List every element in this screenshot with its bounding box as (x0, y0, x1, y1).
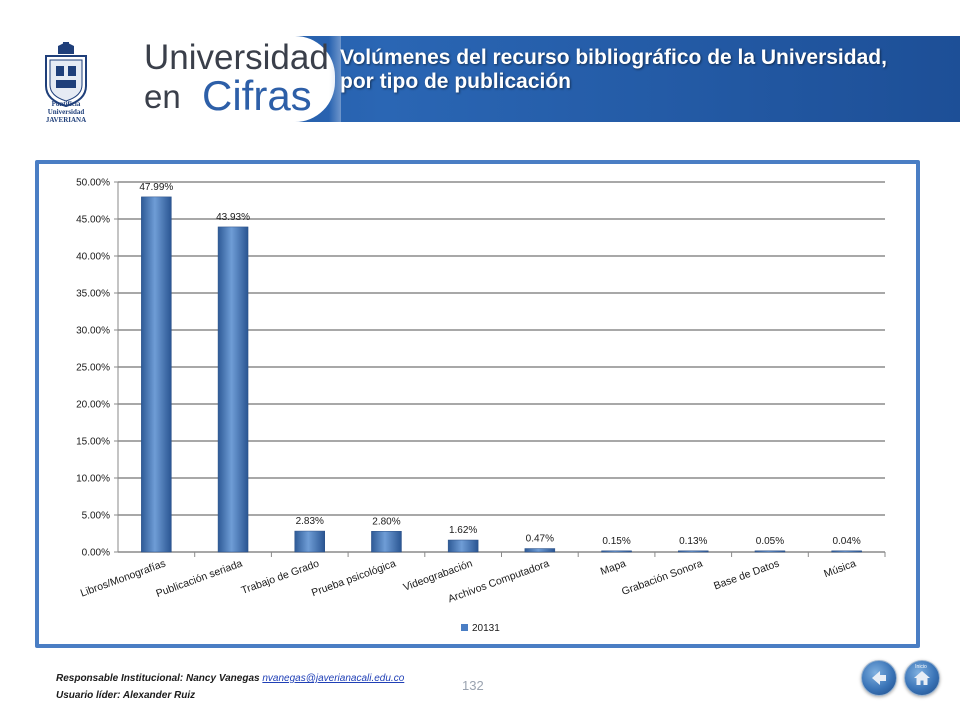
legend-label: 20131 (472, 623, 500, 634)
page-number: 132 (462, 678, 484, 693)
bar (141, 196, 172, 553)
responsible-label: Responsable Institucional: Nancy Vanegas (56, 673, 260, 684)
leader-label: Usuario líder: Alexander Ruiz (56, 690, 196, 701)
home-button[interactable] (904, 660, 940, 696)
bar (601, 550, 632, 553)
bar (754, 550, 786, 553)
x-tick-label: Música (822, 557, 858, 580)
university-crest-icon (45, 42, 87, 108)
x-tick-label: Prueba psicológica (310, 557, 398, 599)
x-tick-label: Trabajo de Grado (240, 557, 321, 596)
bar (217, 226, 249, 553)
bar (447, 539, 479, 553)
x-tick-label: Libros/Monografías (79, 558, 168, 600)
x-tick-label: Mapa (599, 557, 628, 577)
logo-panel: Pontificia Universidad JAVERIANA Univers… (0, 36, 341, 122)
bar (294, 530, 325, 553)
bar (371, 531, 402, 553)
footer: Responsable Institucional: Nancy Vanegas… (56, 670, 404, 704)
data-label: 0.15% (602, 536, 630, 547)
data-label: 0.13% (679, 536, 707, 547)
y-tick-label: 15.00% (76, 437, 110, 448)
y-tick-label: 45.00% (76, 215, 110, 226)
y-tick-label: 20.00% (76, 400, 110, 411)
legend-swatch (461, 624, 468, 631)
x-tick-label: Base de Datos (712, 558, 781, 593)
y-tick-label: 25.00% (76, 363, 110, 374)
brand-line-1: Universidad (144, 38, 329, 77)
y-tick-label: 40.00% (76, 252, 110, 263)
header-banner: Pontificia Universidad JAVERIANA Univers… (0, 36, 960, 122)
y-tick-label: 10.00% (76, 474, 110, 485)
x-tick-label: Grabación Sonora (620, 557, 704, 597)
x-tick-label: Publicación seriada (154, 557, 244, 599)
data-label: 2.83% (296, 516, 324, 527)
data-label: 1.62% (449, 525, 477, 536)
brand-line-2a: en (144, 78, 181, 115)
home-label: Inicio (915, 664, 927, 670)
data-label: 0.04% (832, 536, 860, 547)
bar (831, 550, 862, 553)
back-button[interactable] (861, 660, 897, 696)
email-link[interactable]: nvanegas@javerianacali.edu.co (262, 673, 405, 684)
data-label: 0.05% (756, 536, 784, 547)
y-tick-label: 35.00% (76, 289, 110, 300)
data-label: 0.47% (526, 534, 554, 545)
data-label: 43.93% (216, 212, 250, 223)
back-arrow-icon (872, 671, 886, 685)
brand-line-2b: Cifras (202, 72, 312, 119)
bar (524, 548, 556, 553)
bar (678, 550, 709, 553)
y-tick-label: 5.00% (82, 511, 110, 522)
crest-text: Pontificia Universidad JAVERIANA (45, 100, 87, 122)
home-icon (914, 671, 930, 685)
y-tick-label: 30.00% (76, 326, 110, 337)
y-tick-label: 50.00% (76, 178, 110, 189)
page-title: Volúmenes del recurso bibliográfico de l… (340, 46, 887, 93)
data-label: 47.99% (139, 182, 173, 193)
data-label: 2.80% (372, 516, 400, 527)
y-tick-label: 0.00% (82, 548, 110, 559)
